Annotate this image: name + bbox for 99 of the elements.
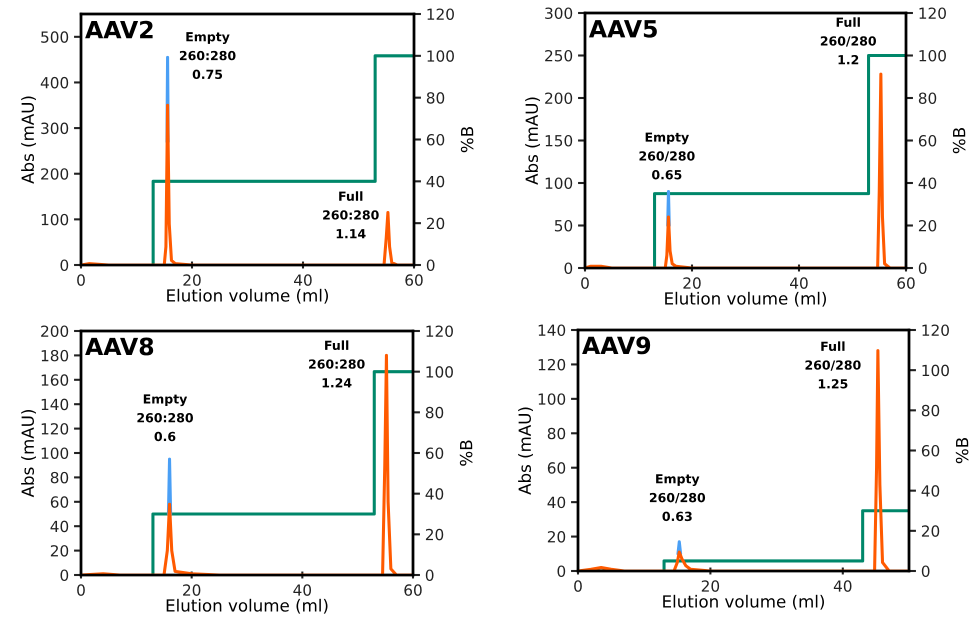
annotation: Full 260/280 1.25	[805, 341, 861, 389]
y2-tick-label: 20	[918, 220, 936, 232]
y-tick-label: 160	[42, 374, 68, 386]
y-tick-label: 100	[538, 393, 566, 405]
y-tick-label: 80	[50, 472, 68, 484]
x-tick-label: 0	[77, 274, 85, 286]
y2-axis-title: %B	[460, 440, 472, 466]
y-tick-label: 60	[548, 462, 566, 474]
y-tick-label: 300	[41, 122, 68, 134]
y2-tick-label: 40	[426, 176, 444, 188]
y-tick-label: 120	[538, 358, 566, 370]
x-tick-label: 20	[702, 580, 720, 592]
y-tick-label: 120	[42, 423, 68, 435]
annotation: Full 260/280 1.2	[820, 17, 876, 64]
y-tick-label: 20	[548, 531, 566, 543]
x-tick-label: 60	[897, 277, 915, 289]
annotation: Empty 260:280 0.6	[137, 394, 193, 442]
y2-tick-label: 0	[922, 565, 930, 578]
x-tick-label: 40	[294, 274, 312, 286]
y-tick-label: 200	[41, 325, 68, 338]
y2-tick-label: 0	[426, 569, 434, 582]
y2-tick-label: 40	[922, 485, 940, 497]
y-tick-label: 60	[50, 496, 68, 508]
y2-tick-label: 100	[919, 50, 946, 62]
y-tick-label: 200	[41, 168, 68, 180]
x-tick-label: 20	[183, 584, 200, 596]
x-tick-label: 60	[404, 584, 422, 596]
y-tick-label: 400	[40, 76, 68, 88]
y2-tick-label: 20	[426, 218, 444, 230]
y-tick-label: 150	[546, 134, 572, 147]
chart-title: AAV2	[85, 20, 153, 38]
y2-axis-title: %B	[956, 438, 968, 464]
y-tick-label: 180	[42, 350, 68, 362]
y2-tick-label: 100	[427, 50, 454, 62]
y2-tick-label: 0	[918, 262, 927, 274]
y2-tick-label: 80	[918, 92, 936, 104]
y2-tick-label: 60	[918, 134, 936, 147]
y2-tick-label: 100	[922, 364, 949, 376]
y-tick-label: 140	[538, 324, 566, 336]
y-tick-label: 250	[545, 50, 572, 62]
y-axis-title: Abs (mAU)	[21, 96, 36, 184]
y2-tick-label: 120	[427, 8, 454, 20]
y2-tick-label: 100	[426, 366, 453, 378]
y2-tick-label: 80	[426, 92, 444, 104]
x-tick-label: 0	[581, 277, 589, 289]
y-tick-label: 40	[548, 496, 566, 508]
y-tick-label: 200	[545, 92, 572, 104]
y2-axis-title: %B	[460, 127, 474, 152]
y-tick-label: 140	[42, 398, 68, 410]
y-tick-label: 20	[50, 545, 68, 557]
x-tick-label: 0	[77, 584, 85, 596]
y-tick-label: 80	[548, 428, 566, 440]
y-tick-label: 0	[564, 262, 572, 274]
y-axis-title: Abs (mAU)	[525, 98, 540, 185]
chart-title: AAV5	[588, 20, 657, 38]
y-tick-label: 500	[41, 31, 68, 43]
x-tick-label: 40	[834, 580, 852, 592]
y-tick-label: 0	[60, 569, 68, 582]
y-tick-label: 40	[50, 520, 68, 532]
y2-tick-label: 20	[922, 525, 940, 537]
y2-tick-label: 80	[426, 406, 444, 418]
y-tick-label: 300	[545, 7, 572, 20]
annotation: Full 260:280 1.14	[323, 191, 379, 238]
y2-tick-label: 40	[918, 177, 936, 190]
x-axis-title: Elution volume (ml)	[663, 594, 824, 610]
y2-tick-label: 40	[426, 488, 444, 500]
y-tick-label: 100	[42, 447, 68, 460]
y2-tick-label: 120	[919, 7, 946, 20]
x-axis-title: Elution volume (ml)	[167, 288, 328, 304]
annotation: Empty 260/280 0.65	[639, 132, 695, 180]
annotation: Empty 260/280 0.63	[650, 474, 706, 522]
x-tick-label: 40	[293, 584, 312, 596]
y2-tick-label: 20	[426, 528, 444, 540]
y2-tick-label: 120	[426, 325, 453, 338]
x-tick-label: 20	[683, 277, 701, 289]
y2-tick-label: 60	[426, 134, 444, 146]
y2-axis-title: %B	[952, 128, 966, 154]
y-axis-title: Abs (mAU)	[21, 410, 36, 498]
y-tick-label: 50	[554, 220, 572, 232]
y-tick-label: 0	[557, 565, 566, 578]
x-tick-label: 0	[574, 580, 582, 592]
y2-tick-label: 120	[922, 324, 949, 336]
y2-tick-label: 80	[922, 404, 940, 416]
y-tick-label: 100	[42, 214, 68, 226]
y-axis-title: Abs (mAU)	[518, 408, 533, 495]
x-axis-title: Elution volume (ml)	[665, 292, 826, 307]
annotation: Full 260:280 1.24	[309, 340, 365, 388]
chart-title: AAV9	[582, 336, 650, 354]
y-tick-label: 100	[546, 177, 572, 190]
y2-tick-label: 0	[426, 259, 435, 272]
x-tick-label: 20	[183, 274, 201, 286]
x-tick-label: 40	[790, 277, 808, 289]
x-tick-label: 60	[405, 274, 423, 286]
y-tick-label: 0	[60, 259, 68, 272]
chart-title: AAV8	[85, 338, 154, 356]
y2-tick-label: 60	[426, 447, 444, 460]
x-axis-title: Elution volume (ml)	[166, 598, 328, 614]
annotation: Empty 260:280 0.75	[180, 32, 236, 80]
y2-tick-label: 60	[922, 444, 940, 457]
